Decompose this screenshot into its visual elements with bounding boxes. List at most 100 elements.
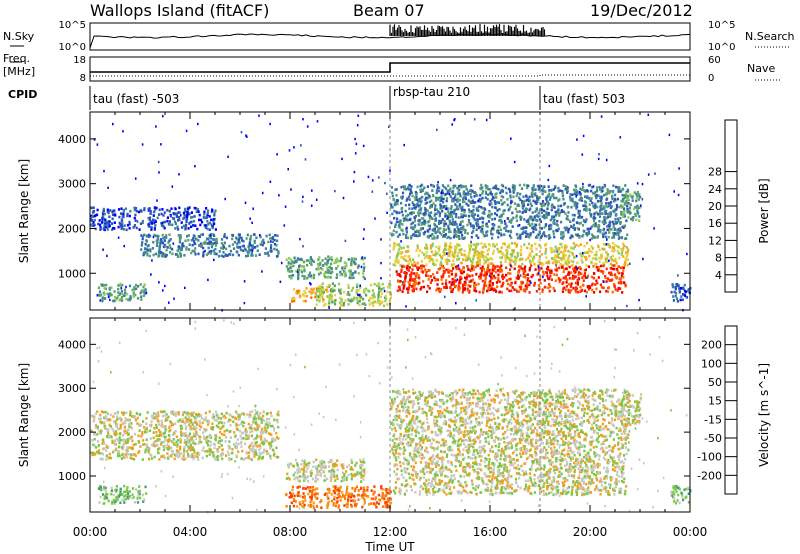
data-cell — [570, 259, 573, 263]
data-cell — [103, 293, 106, 296]
data-cell — [413, 206, 416, 209]
data-cell — [505, 279, 508, 282]
data-cell — [119, 490, 122, 493]
data-speckle — [556, 250, 558, 253]
data-cell — [128, 220, 131, 224]
data-cell — [96, 208, 99, 212]
data-cell — [526, 273, 529, 276]
data-cell — [303, 269, 306, 273]
data-cell — [554, 185, 557, 188]
data-cell — [449, 230, 452, 234]
data-cell — [462, 214, 465, 217]
data-cell — [570, 224, 573, 228]
data-cell — [288, 257, 291, 260]
data-cell — [566, 215, 569, 218]
data-cell — [501, 202, 504, 205]
data-cell — [432, 194, 435, 198]
data-cell — [185, 223, 188, 227]
data-cell — [527, 203, 530, 206]
noise-frame — [89, 22, 691, 51]
data-cell — [138, 492, 141, 496]
data-cell — [599, 230, 602, 234]
data-cell — [420, 286, 423, 289]
data-cell — [484, 245, 487, 249]
data-cell — [127, 491, 130, 495]
data-cell — [531, 257, 534, 260]
data-cell — [207, 420, 211, 424]
data-cell — [602, 286, 605, 290]
data-cell — [153, 219, 156, 222]
data-cell — [398, 245, 401, 248]
data-cell — [391, 206, 394, 209]
data-cell — [582, 185, 585, 189]
data-cell — [112, 498, 115, 502]
data-speckle — [589, 238, 591, 242]
data-cell — [176, 255, 179, 258]
data-cell — [613, 232, 616, 235]
data-cell — [411, 221, 414, 225]
data-cell — [119, 282, 122, 286]
data-cell — [168, 220, 171, 223]
data-cell — [521, 232, 524, 235]
data-cell — [191, 243, 194, 247]
data-cell — [497, 235, 500, 239]
data-cell — [155, 234, 158, 238]
data-cell — [162, 220, 165, 224]
data-cell — [95, 426, 98, 430]
data-cell — [190, 225, 193, 229]
data-cell — [118, 445, 121, 449]
data-cell — [141, 433, 144, 436]
data-cell — [302, 264, 305, 268]
data-cell — [454, 275, 457, 278]
data-cell — [360, 296, 363, 299]
data-cell — [458, 188, 461, 191]
data-cell — [517, 270, 520, 274]
data-cell — [392, 198, 395, 202]
data-cell — [101, 296, 104, 299]
data-cell — [104, 218, 107, 222]
data-cell — [419, 184, 422, 188]
data-cell — [601, 186, 604, 189]
data-cell — [242, 244, 245, 248]
data-speckle — [287, 168, 289, 171]
data-cell — [579, 267, 582, 271]
data-cell — [511, 184, 515, 187]
data-cell — [143, 233, 146, 237]
data-cell — [611, 249, 614, 253]
data-cell — [158, 447, 161, 450]
data-cell — [528, 217, 531, 221]
data-speckle — [158, 171, 160, 174]
data-cell — [323, 272, 326, 276]
data-cell — [187, 234, 190, 237]
data-cell — [213, 211, 216, 215]
data-cell — [423, 265, 426, 268]
data-cell — [621, 242, 625, 245]
data-cell — [588, 248, 591, 251]
data-cell — [543, 185, 546, 188]
data-cell — [408, 255, 411, 258]
data-cell — [397, 235, 400, 238]
data-speckle — [117, 236, 120, 239]
noise-strip: N.Sky 10^5 10^0 10^5 10^0 N.Search — [3, 20, 795, 53]
data-cell — [163, 456, 166, 460]
data-cell — [179, 236, 182, 239]
data-speckle — [389, 169, 391, 172]
data-cell — [361, 302, 364, 306]
data-cell — [195, 210, 198, 213]
data-cell — [359, 297, 362, 301]
data-cell — [526, 198, 530, 201]
data-cell — [599, 196, 602, 199]
data-cell — [156, 238, 159, 241]
data-cell — [209, 444, 212, 447]
data-cell — [204, 450, 207, 453]
data-cell — [428, 260, 431, 263]
data-cell — [439, 227, 442, 230]
data-cell — [508, 263, 511, 266]
data-cell — [434, 253, 437, 257]
data-cell — [349, 269, 352, 273]
data-cell — [510, 254, 513, 258]
data-cell — [508, 220, 511, 223]
data-cell — [588, 254, 591, 258]
data-speckle — [168, 301, 170, 304]
data-cell — [453, 254, 456, 257]
